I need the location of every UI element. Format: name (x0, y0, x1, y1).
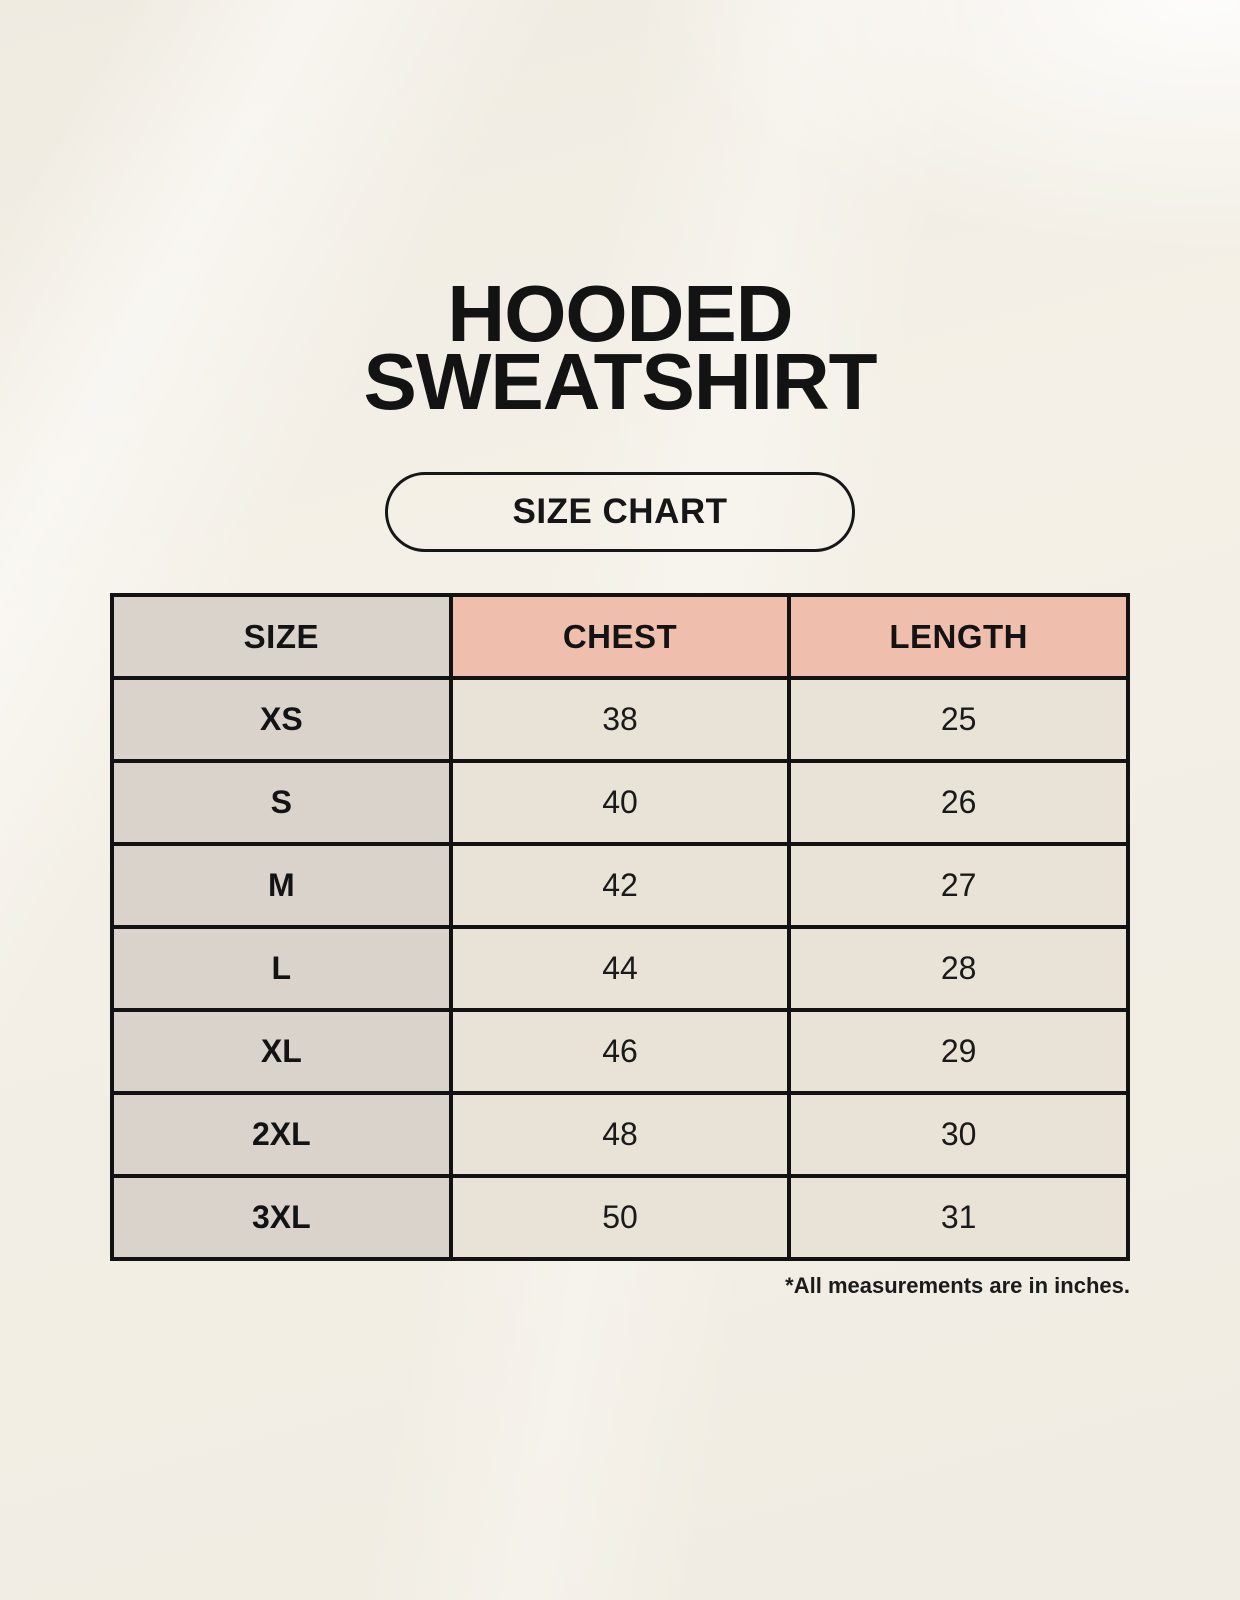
size-cell: 2XL (110, 1091, 453, 1178)
length-value-cell: 25 (787, 676, 1130, 763)
chest-header-cell: CHEST (448, 593, 792, 680)
table-row: L 44 28 (110, 925, 1130, 1012)
length-header-cell: LENGTH (787, 593, 1130, 680)
page-title: HOODED SWEATSHIRT (110, 0, 1130, 426)
table-row: XS 38 25 (110, 676, 1130, 763)
size-cell: XL (110, 1008, 453, 1095)
length-value-cell: 27 (787, 842, 1130, 929)
length-value-cell: 31 (787, 1174, 1130, 1261)
table-row: 2XL 48 30 (110, 1091, 1130, 1178)
size-chart-sheet: HOODED SWEATSHIRT SIZE CHART SIZE CHEST … (110, 0, 1130, 1299)
page-title-line1: HOODED (447, 269, 793, 358)
size-cell: M (110, 842, 453, 929)
size-chart-badge[interactable]: SIZE CHART (385, 472, 855, 552)
table-header-row: SIZE CHEST LENGTH (110, 593, 1130, 680)
chest-value-cell: 44 (448, 925, 792, 1012)
size-cell: S (110, 759, 453, 846)
length-value-cell: 30 (787, 1091, 1130, 1178)
chest-value-cell: 50 (448, 1174, 792, 1261)
size-cell: L (110, 925, 453, 1012)
length-value-cell: 28 (787, 925, 1130, 1012)
chest-value-cell: 42 (448, 842, 792, 929)
page-title-line2: SWEATSHIRT (363, 337, 878, 426)
size-header-cell: SIZE (110, 593, 453, 680)
table-row: 3XL 50 31 (110, 1174, 1130, 1261)
size-cell: XS (110, 676, 453, 763)
table-row: M 42 27 (110, 842, 1130, 929)
measurements-footnote: *All measurements are in inches. (785, 1273, 1130, 1298)
length-value-cell: 29 (787, 1008, 1130, 1095)
size-chart-badge-label: SIZE CHART (512, 492, 728, 531)
chest-value-cell: 48 (448, 1091, 792, 1178)
table-row: XL 46 29 (110, 1008, 1130, 1095)
chest-value-cell: 46 (448, 1008, 792, 1095)
table-row: S 40 26 (110, 759, 1130, 846)
size-cell: 3XL (110, 1174, 453, 1261)
size-chart-table: SIZE CHEST LENGTH XS 38 25 S 40 26 M 42 … (110, 593, 1130, 1261)
chest-value-cell: 40 (448, 759, 792, 846)
length-value-cell: 26 (787, 759, 1130, 846)
chest-value-cell: 38 (448, 676, 792, 763)
